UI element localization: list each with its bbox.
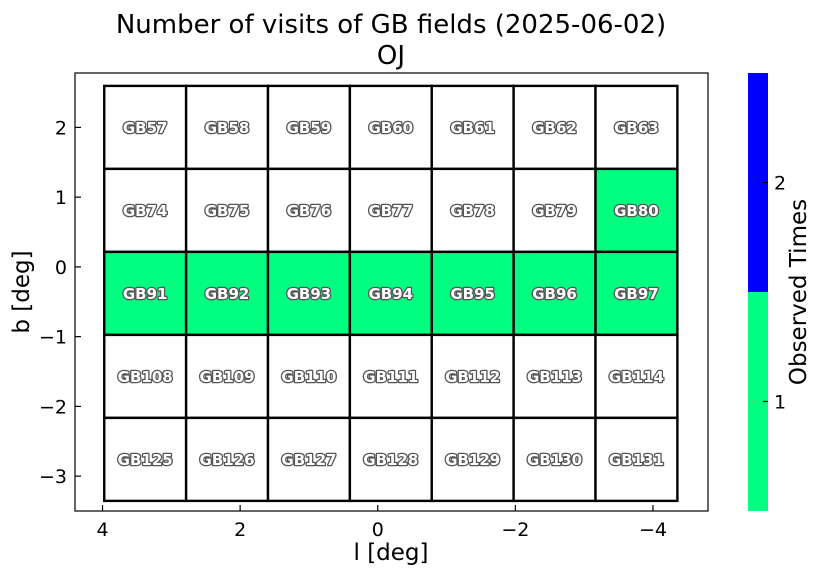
colorbar-tick-label: 1	[774, 392, 786, 414]
field-label-gb77: GB77	[368, 202, 413, 220]
x-tick-label: 2	[234, 519, 246, 541]
colorbar-segment-2	[748, 73, 768, 292]
y-tick-label: −1	[39, 327, 67, 349]
field-cell-gb94	[348, 250, 433, 337]
x-tick-label: 4	[96, 519, 108, 541]
field-cell-gb97	[594, 250, 679, 337]
field-label-gb114: GB114	[609, 368, 664, 386]
field-label-gb80: GB80	[614, 202, 659, 220]
field-cell-gb130	[512, 416, 597, 503]
colorbar-segment-1	[748, 292, 768, 511]
colorbar: 12	[748, 73, 786, 511]
field-label-gb131: GB131	[609, 451, 664, 469]
x-tick-label: −4	[639, 519, 667, 541]
field-label-gb96: GB96	[532, 285, 577, 303]
colorbar-tick-label: 2	[774, 173, 786, 195]
field-cell-gb127	[266, 416, 352, 503]
field-label-gb108: GB108	[118, 368, 173, 386]
field-cell-gb62	[512, 84, 597, 171]
field-label-gb129: GB129	[445, 451, 500, 469]
field-cell-gb92	[184, 250, 270, 337]
x-tick-label: −2	[501, 519, 529, 541]
field-label-gb130: GB130	[527, 451, 582, 469]
field-label-gb59: GB59	[287, 119, 332, 137]
field-label-gb57: GB57	[123, 119, 168, 137]
y-tick-label: −2	[39, 396, 67, 418]
field-cell-gb74	[103, 167, 188, 254]
field-label-gb75: GB75	[205, 202, 250, 220]
field-label-gb94: GB94	[368, 285, 413, 303]
chart-title: Number of visits of GB fields (2025-06-0…	[116, 10, 666, 40]
field-label-gb62: GB62	[532, 119, 577, 137]
field-label-gb97: GB97	[614, 285, 659, 303]
field-label-gb76: GB76	[287, 202, 332, 220]
field-label-gb110: GB110	[281, 368, 336, 386]
field-label-gb58: GB58	[205, 119, 250, 137]
y-tick-label: 0	[55, 257, 67, 279]
x-axis-label: l [deg]	[354, 540, 429, 566]
field-label-gb74: GB74	[123, 202, 168, 220]
field-label-gb127: GB127	[281, 451, 336, 469]
field-cell-gb58	[184, 84, 270, 171]
field-cell-gb108	[103, 333, 188, 420]
y-tick-label: 2	[55, 117, 67, 139]
field-label-gb92: GB92	[205, 285, 250, 303]
field-label-gb128: GB128	[363, 451, 418, 469]
field-cell-gb80	[594, 167, 679, 254]
y-tick-label: 1	[55, 187, 67, 209]
field-cell-gb93	[266, 250, 352, 337]
field-cell-gb76	[266, 167, 352, 254]
field-label-gb111: GB111	[363, 368, 418, 386]
field-cell-gb96	[512, 250, 597, 337]
field-cell-gb114	[594, 333, 679, 420]
field-cell-gb131	[594, 416, 679, 503]
field-label-gb63: GB63	[614, 119, 659, 137]
field-label-gb78: GB78	[450, 202, 495, 220]
y-tick-label: −3	[39, 466, 67, 488]
field-cell-gb113	[512, 333, 597, 420]
y-axis-ticks: 2 1 0 −1 −2 −3	[39, 117, 81, 488]
field-cell-gb78	[430, 167, 515, 254]
field-label-gb61: GB61	[450, 119, 495, 137]
field-cell-gb109	[184, 333, 270, 420]
y-axis-label: b [deg]	[9, 250, 35, 333]
x-axis-ticks: 4 2 0 −2 −4	[96, 505, 667, 541]
plot-frame	[74, 72, 709, 512]
field-label-gb112: GB112	[445, 368, 500, 386]
field-label-gb60: GB60	[368, 119, 413, 137]
field-label-gb93: GB93	[287, 285, 332, 303]
field-label-gb79: GB79	[532, 202, 577, 220]
field-label-gb91: GB91	[123, 285, 168, 303]
field-label-gb95: GB95	[450, 285, 495, 303]
x-tick-label: 0	[372, 519, 384, 541]
field-cells: GB57 GB58 GB59 GB60 GB61 GB62 GB63 GB74 GB75 GB76…	[103, 84, 679, 503]
field-cell-gb125	[103, 416, 188, 503]
field-label-gb113: GB113	[527, 368, 582, 386]
field-label-gb109: GB109	[200, 368, 255, 386]
field-label-gb125: GB125	[118, 451, 173, 469]
chart-subtitle: OJ	[377, 41, 405, 71]
field-cell-gb95	[430, 250, 515, 337]
colorbar-label: Observed Times	[786, 199, 812, 385]
field-cell-gb57	[103, 84, 188, 171]
field-label-gb126: GB126	[200, 451, 255, 469]
